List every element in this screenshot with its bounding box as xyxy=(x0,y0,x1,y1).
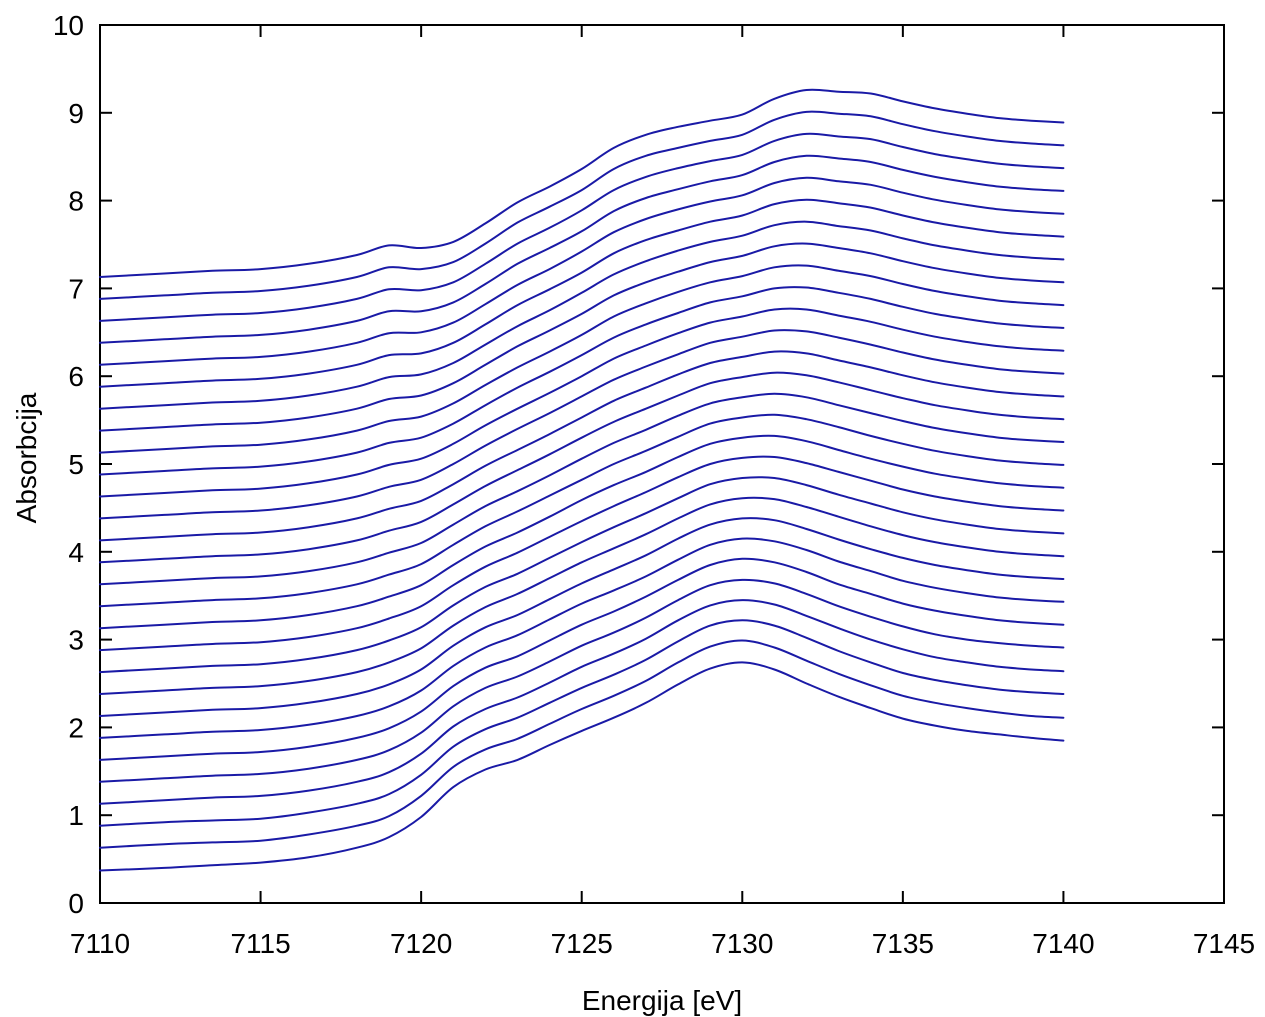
series-line-16 xyxy=(99,350,1065,542)
series-line-20 xyxy=(99,264,1065,454)
y-tick-label: 9 xyxy=(68,98,84,129)
y-tick-label: 7 xyxy=(68,273,84,304)
x-tick-label: 7120 xyxy=(390,928,452,959)
series-line-13 xyxy=(99,413,1065,608)
series-line-3 xyxy=(99,619,1065,827)
series-line-27 xyxy=(99,110,1065,300)
series-line-25 xyxy=(99,154,1065,344)
series-line-21 xyxy=(99,242,1065,432)
series-line-10 xyxy=(99,476,1065,674)
series-line-14 xyxy=(99,392,1065,586)
axis-ticks: 7110 7115 7120 7125 7130 7135 7140 7145 0 1 2 3 4 5 6 7… xyxy=(53,10,1255,959)
series-line-2 xyxy=(99,639,1065,849)
series-line-17 xyxy=(99,329,1065,520)
series-group xyxy=(99,88,1065,872)
y-tick-label: 1 xyxy=(68,800,84,831)
series-line-18 xyxy=(99,307,1065,498)
y-axis-title: Absorbcija xyxy=(11,392,42,523)
y-tick-label: 5 xyxy=(68,449,84,480)
y-tick-label: 8 xyxy=(68,186,84,217)
series-line-7 xyxy=(99,537,1065,739)
x-tick-label: 7115 xyxy=(230,928,290,959)
series-line-9 xyxy=(99,496,1065,695)
series-line-15 xyxy=(99,371,1065,564)
series-line-24 xyxy=(99,176,1065,366)
x-tick-label: 7145 xyxy=(1193,928,1255,959)
series-line-23 xyxy=(99,198,1065,388)
y-tick-label: 3 xyxy=(68,625,84,656)
y-tick-label: 2 xyxy=(68,712,84,743)
series-line-22 xyxy=(99,220,1065,410)
x-tick-label: 7125 xyxy=(551,928,613,959)
series-line-11 xyxy=(99,455,1065,652)
y-tick-label: 4 xyxy=(68,537,84,568)
series-line-19 xyxy=(99,286,1065,476)
y-tick-label: 0 xyxy=(68,888,84,919)
x-tick-label: 7140 xyxy=(1032,928,1094,959)
series-line-4 xyxy=(99,599,1065,805)
series-line-5 xyxy=(99,578,1065,783)
y-tick-label: 6 xyxy=(68,361,84,392)
x-tick-label: 7130 xyxy=(711,928,773,959)
series-line-12 xyxy=(99,434,1065,630)
x-axis-title: Energija [eV] xyxy=(582,985,742,1016)
series-line-26 xyxy=(99,132,1065,322)
series-line-1 xyxy=(99,661,1065,872)
x-tick-label: 7135 xyxy=(872,928,934,959)
series-line-6 xyxy=(99,557,1065,761)
x-tick-label: 7110 xyxy=(70,928,130,959)
series-line-28 xyxy=(99,88,1065,278)
y-tick-label: 10 xyxy=(53,10,84,41)
series-line-8 xyxy=(99,517,1065,717)
